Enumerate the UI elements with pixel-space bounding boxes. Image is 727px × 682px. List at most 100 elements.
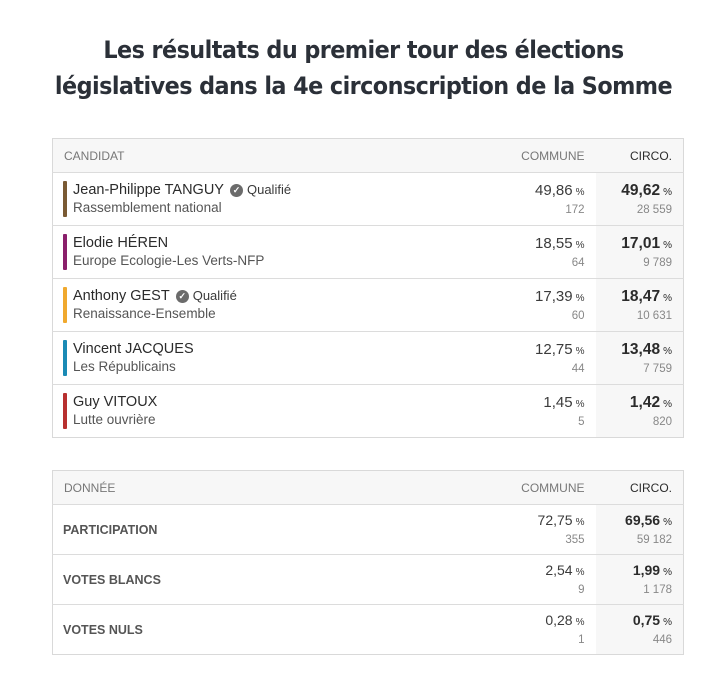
candidate-cell: Vincent JACQUES Les Républicains	[52, 331, 486, 385]
vote-count: 7 759	[643, 362, 672, 375]
party-color-bar	[63, 340, 67, 376]
percent-unit: %	[663, 398, 672, 410]
percent-unit: %	[663, 517, 672, 528]
vote-count: 1	[578, 634, 585, 646]
data-label: VOTES BLANCS	[52, 554, 486, 605]
check-circle-icon: ✓	[175, 289, 189, 303]
page-title: Les résultats du premier tour des électi…	[25, 32, 701, 104]
percentage: 49,62%	[621, 181, 672, 199]
commune-cell: 2,54% 9	[485, 554, 596, 605]
commune-cell: 1,45% 5	[485, 384, 596, 438]
qualified-badge: ✓ Qualifié	[229, 181, 291, 199]
percentage: 2,54%	[545, 562, 585, 578]
percent-unit: %	[575, 345, 585, 357]
vote-count: 9 789	[643, 256, 672, 269]
party-color-bar	[63, 393, 67, 429]
vote-count: 28 559	[636, 203, 672, 216]
candidate-row: Anthony GEST ✓ Qualifié Renaissance-Ensemb…	[52, 278, 684, 332]
candidate-cell: Elodie HÉREN Europe Ecologie-Les Verts-N…	[52, 225, 486, 279]
percent-unit: %	[663, 567, 672, 578]
title-line-1: Les résultats du premier tour des électi…	[103, 36, 624, 64]
circo-cell: 18,47% 10 631	[595, 278, 684, 332]
data-row: VOTES BLANCS 2,54% 9 1,99% 1 178	[52, 554, 684, 605]
percent-unit: %	[575, 292, 585, 304]
circo-cell: 1,42% 820	[595, 384, 684, 438]
percentage: 1,42%	[629, 393, 672, 411]
candidate-row: Elodie HÉREN Europe Ecologie-Les Verts-N…	[52, 225, 684, 279]
percent-unit: %	[575, 398, 585, 410]
candidate-row: Vincent JACQUES Les Républicains 12,75% …	[52, 331, 684, 385]
percent-unit: %	[663, 239, 672, 251]
percentage: 1,45%	[543, 393, 585, 411]
commune-cell: 49,86% 172	[485, 172, 596, 226]
commune-cell: 0,28% 1	[485, 604, 596, 655]
party-color-bar	[63, 234, 67, 270]
circo-cell: 69,56% 59 182	[595, 504, 684, 555]
candidate-name: Anthony GEST	[73, 288, 170, 304]
header-candidate: CANDIDAT	[52, 138, 486, 173]
vote-count: 9	[578, 584, 585, 596]
percent-unit: %	[575, 186, 585, 198]
commune-cell: 72,75% 355	[485, 504, 596, 555]
circo-cell: 1,99% 1 178	[595, 554, 684, 605]
percent-unit: %	[575, 617, 585, 628]
header-donnee: DONNÉE	[52, 470, 486, 505]
percent-unit: %	[575, 517, 585, 528]
percentage: 0,75%	[632, 612, 672, 628]
commune-cell: 12,75% 44	[485, 331, 596, 385]
vote-count: 5	[578, 415, 585, 428]
percent-unit: %	[663, 186, 672, 198]
vote-count: 355	[565, 534, 585, 546]
header-commune: COMMUNE	[485, 470, 596, 505]
data-label: PARTICIPATION	[52, 504, 486, 555]
candidate-cell: Guy VITOUX Lutte ouvrière	[52, 384, 486, 438]
candidate-name: Jean-Philippe TANGUY	[73, 182, 224, 198]
candidate-row: Guy VITOUX Lutte ouvrière 1,45% 5 1,42% …	[52, 384, 684, 438]
percentage: 17,01%	[621, 234, 672, 252]
party-color-bar	[63, 287, 67, 323]
percentage: 13,48%	[621, 340, 672, 358]
party-color-bar	[63, 181, 67, 217]
percentage: 72,75%	[537, 512, 585, 528]
candidate-party: Europe Ecologie-Les Verts-NFP	[73, 253, 265, 268]
percent-unit: %	[575, 567, 585, 578]
vote-count: 1 178	[643, 584, 672, 596]
circo-cell: 17,01% 9 789	[595, 225, 684, 279]
header-circo: CIRCO.	[595, 470, 684, 505]
percentage: 18,47%	[621, 287, 672, 305]
circo-cell: 13,48% 7 759	[595, 331, 684, 385]
percentage: 69,56%	[625, 512, 672, 528]
vote-count: 64	[571, 256, 585, 269]
candidates-table-header: CANDIDAT COMMUNE CIRCO.	[52, 138, 684, 173]
vote-count: 60	[571, 309, 585, 322]
vote-count: 446	[652, 634, 672, 646]
candidate-party: Lutte ouvrière	[73, 412, 156, 427]
candidate-name: Elodie HÉREN	[73, 235, 169, 251]
candidates-table: CANDIDAT COMMUNE CIRCO. Jean-Philippe TA…	[52, 138, 684, 438]
percent-unit: %	[663, 345, 672, 357]
candidate-cell: Jean-Philippe TANGUY ✓ Qualifié Rassemblem…	[52, 172, 486, 226]
title-line-2: législatives dans la 4e circonscription …	[54, 72, 673, 100]
qualified-badge: ✓ Qualifié	[175, 287, 237, 305]
vote-count: 44	[571, 362, 585, 375]
data-table-header: DONNÉE COMMUNE CIRCO.	[52, 470, 684, 505]
percent-unit: %	[663, 292, 672, 304]
header-commune: COMMUNE	[485, 138, 596, 173]
vote-count: 59 182	[636, 534, 672, 546]
candidate-name: Vincent JACQUES	[73, 341, 194, 357]
percentage: 1,99%	[632, 562, 672, 578]
data-row: VOTES NULS 0,28% 1 0,75% 446	[52, 604, 684, 655]
candidate-cell: Anthony GEST ✓ Qualifié Renaissance-Ensemb…	[52, 278, 486, 332]
candidate-party: Renaissance-Ensemble	[73, 306, 216, 321]
circo-cell: 0,75% 446	[595, 604, 684, 655]
commune-cell: 18,55% 64	[485, 225, 596, 279]
vote-count: 10 631	[636, 309, 672, 322]
percentage: 0,28%	[545, 612, 585, 628]
percentage: 18,55%	[535, 234, 585, 252]
header-circo: CIRCO.	[595, 138, 684, 173]
candidate-party: Rassemblement national	[73, 200, 222, 215]
percent-unit: %	[575, 239, 585, 251]
candidate-row: Jean-Philippe TANGUY ✓ Qualifié Rassemblem…	[52, 172, 684, 226]
percentage: 49,86%	[535, 181, 585, 199]
data-table: DONNÉE COMMUNE CIRCO. PARTICIPATION 72,7…	[52, 470, 684, 655]
